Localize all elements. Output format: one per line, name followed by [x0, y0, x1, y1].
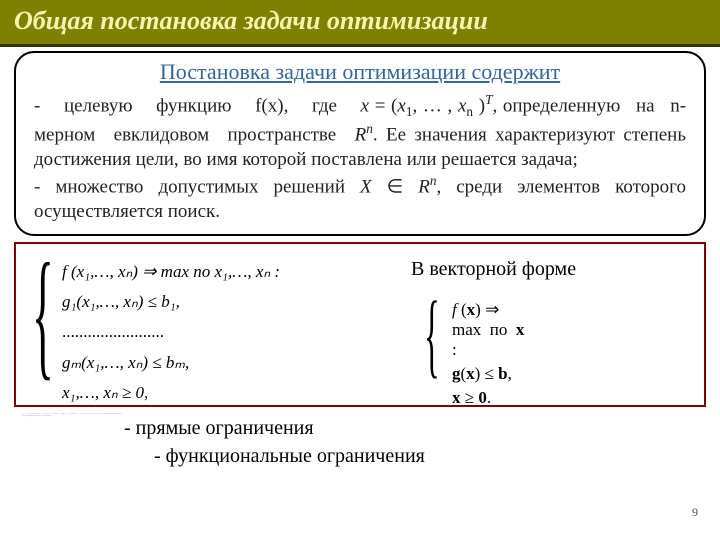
para3a: - множество допустимых решений: [34, 176, 360, 197]
fr1: f (x) ⇒ max по x :: [452, 300, 524, 360]
subtitle: Постановка задачи оптимизации содержит: [34, 59, 686, 85]
note-functional-constraints: - функциональные ограничения: [154, 445, 425, 468]
fl5: x₁,…, xₙ ≥ 0,: [62, 379, 280, 406]
fl3: ........................: [62, 318, 280, 345]
note-direct-constraints: - прямые ограничения: [124, 417, 314, 440]
title-bar: Общая постановка задачи оптимизации: [0, 0, 720, 47]
in: ∈: [372, 176, 419, 197]
paren-close: ): [473, 95, 485, 116]
vector-label: В векторной форме: [411, 258, 576, 281]
brace-right: {: [424, 288, 440, 382]
mini-thumbnail-icon: f(x1,...,xn)⇒max по x1,...,xn g1(x1,...,…: [22, 413, 122, 483]
Rn-n: n: [366, 121, 373, 136]
math-eq: = (: [369, 95, 397, 116]
fr3: x ≥ 0.: [452, 388, 524, 408]
Rn: R: [355, 124, 367, 145]
brace-left: {: [32, 250, 54, 379]
slide-title: Общая постановка задачи оптимизации: [14, 6, 706, 36]
dots: , … ,: [412, 95, 457, 116]
body-text: - целевую функцию f(x), где x = (x1, … ,…: [34, 91, 686, 224]
formula-frame: { f (x₁,…, xₙ) ⇒ max по x₁,…, xₙ : g₁(x₁…: [14, 242, 706, 407]
para1-prefix: - целевую функцию f(x), где: [34, 95, 361, 116]
content-box: Постановка задачи оптимизации содержит -…: [14, 51, 706, 236]
x1: x: [397, 95, 405, 116]
Rn2: R: [418, 176, 430, 197]
fl4: gₘ(x₁,…, xₙ) ≤ bₘ,: [62, 349, 280, 376]
fr2: g(x) ≤ b,: [452, 364, 524, 384]
math-x: x: [361, 95, 369, 116]
formula-lines-left: f (x₁,…, xₙ) ⇒ max по x₁,…, xₙ : g₁(x₁,……: [62, 258, 280, 409]
footer-area: f(x1,...,xn)⇒max по x1,...,xn g1(x1,...,…: [14, 413, 706, 483]
fl1: f (x₁,…, xₙ) ⇒ max по x₁,…, xₙ :: [62, 258, 280, 285]
comma: ,: [492, 95, 497, 116]
page-number: 9: [692, 505, 698, 520]
X: X: [360, 176, 372, 197]
formula-lines-right: f (x) ⇒ max по x : g(x) ≤ b, x ≥ 0.: [452, 300, 524, 412]
fl2: g₁(x₁,…, xₙ) ≤ b₁,: [62, 288, 280, 315]
